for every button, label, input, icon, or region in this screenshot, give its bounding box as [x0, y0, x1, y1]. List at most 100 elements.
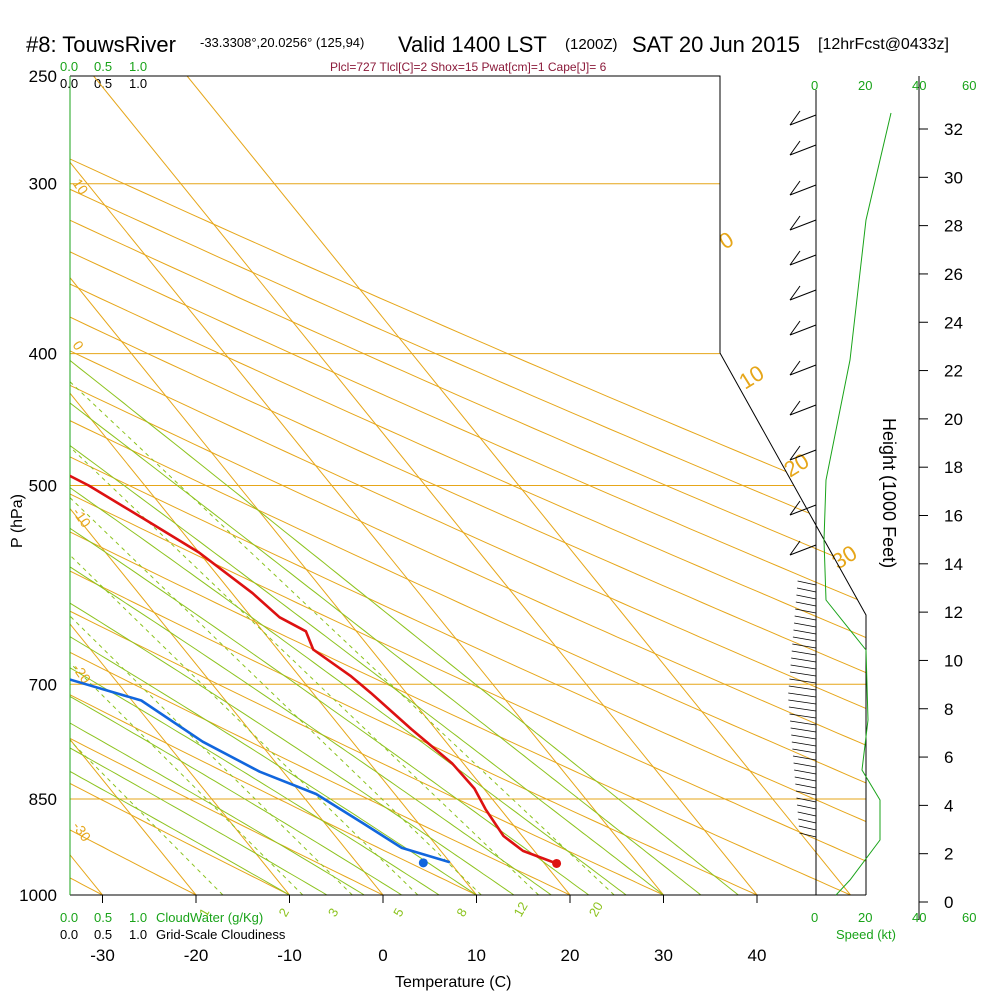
- wind-barb-low: [796, 797, 817, 803]
- cloudwater-scale-1-bottom: 0.5: [94, 910, 112, 925]
- wind-barb-low: [791, 650, 817, 656]
- plot-frame: [69, 75, 867, 896]
- wind-barb-low: [790, 720, 817, 726]
- moist-adiabat: [70, 76, 440, 895]
- temperature-line: [70, 474, 558, 865]
- wind-barb-low: [798, 818, 817, 824]
- height-tick-label: 26: [944, 265, 963, 284]
- wind-barb-low: [789, 713, 817, 719]
- dry-adiabat: [70, 76, 866, 895]
- wind-barb: [789, 140, 817, 156]
- mixing-ratio-label: 2: [275, 905, 292, 919]
- height-tick-label: 0: [944, 893, 953, 912]
- x-tick-label: -10: [277, 946, 302, 965]
- dry-adiabat: [70, 76, 866, 895]
- wind-barb-flag: [789, 360, 801, 376]
- x-tick-label: 30: [654, 946, 673, 965]
- wind-barb-low: [789, 678, 817, 684]
- height-tick-label: 16: [944, 507, 963, 526]
- indices-line: Plcl=727 Tlcl[C]=2 Shox=15 Pwat[cm]=1 Ca…: [330, 60, 607, 74]
- cloudwater-scale-2-bottom: 1.0: [129, 910, 147, 925]
- surface-dewpoint-dot: [418, 858, 428, 868]
- valid-time: Valid 1400 LST: [398, 32, 547, 57]
- mixing-ratio-line: [70, 353, 482, 895]
- wind-barb: [789, 320, 817, 336]
- wind-barb-flag: [789, 320, 801, 336]
- dry-adiabat: [70, 76, 477, 895]
- wind-barb-low: [798, 825, 817, 831]
- cloudiness-scale-0-top: 0.0: [60, 76, 78, 91]
- dry-adiabat: [0, 76, 9, 895]
- wind-barb-low: [789, 671, 817, 677]
- mixing-ratio-label: 3: [325, 905, 342, 919]
- wind-barb-low: [793, 629, 817, 635]
- wind-barb-shaft: [789, 364, 817, 376]
- x-axis-label: Temperature (C): [395, 974, 511, 991]
- station-coords: -33.3308°,20.0256° (125,94): [200, 35, 364, 50]
- height-tick-label: 6: [944, 748, 953, 767]
- adiabat-label: 0: [714, 227, 738, 255]
- pressure-tick-label: 850: [29, 790, 57, 809]
- isotherm-label: 0: [70, 338, 88, 354]
- dry-adiabat: [70, 76, 571, 895]
- wind-barb-shaft: [789, 114, 817, 126]
- wind-barb: [789, 285, 817, 301]
- isotherm: [186, 76, 851, 895]
- dry-adiabat: [70, 76, 758, 895]
- sounding-series: [70, 474, 562, 868]
- wind-barb-flag: [789, 540, 801, 556]
- wind-barb-shaft: [789, 144, 817, 156]
- wind-barb-low: [792, 755, 817, 761]
- wind-barb-low: [790, 664, 817, 670]
- wind-barb: [789, 110, 817, 126]
- wind-barb: [789, 445, 817, 461]
- wind-barb-low: [797, 804, 817, 810]
- wind-barb-low: [788, 699, 817, 705]
- utc-time: (1200Z): [565, 36, 618, 53]
- isotherm: [70, 76, 384, 895]
- wind-barb-flag: [789, 400, 801, 416]
- height-tick-label: 4: [944, 796, 953, 815]
- wind-barb-low: [788, 685, 817, 691]
- mixing-ratio-label: 8: [453, 905, 470, 919]
- wind-barb-low: [791, 741, 817, 747]
- wind-barb-flag: [789, 285, 801, 301]
- moist-adiabat: [70, 76, 589, 895]
- cloudiness-scale-2-top: 1.0: [129, 76, 147, 91]
- wind-barb: [789, 540, 817, 556]
- wind-barb-low: [795, 790, 817, 796]
- cloudwater-label: CloudWater (g/Kg): [156, 910, 263, 925]
- mixing-ratio-line: [70, 353, 419, 895]
- cloudiness-label: Grid-Scale Cloudiness: [156, 927, 286, 942]
- cloudwater-scale-2-top: 1.0: [129, 59, 147, 74]
- wind-barb-low: [795, 601, 817, 607]
- isotherm-label: -10: [70, 505, 95, 531]
- isotherm: [70, 76, 664, 895]
- dry-adiabat: [70, 76, 866, 895]
- wind-barb-flag: [789, 500, 801, 516]
- cloudiness-scale-1-top: 0.5: [94, 76, 112, 91]
- dry-adiabat: [70, 76, 290, 895]
- wind-barb-low: [788, 692, 817, 698]
- speed-scale-60-bottom: 60: [962, 910, 976, 925]
- dry-adiabat: [70, 76, 866, 895]
- date-label: SAT 20 Jun 2015: [632, 32, 800, 57]
- isotherm: [93, 76, 758, 895]
- height-tick-label: 28: [944, 217, 963, 236]
- wind-barb-shaft: [789, 184, 817, 196]
- wind-barb-low: [791, 734, 817, 740]
- moist-adiabat: [70, 76, 515, 895]
- plot-outline: [70, 75, 867, 895]
- wind-barb-low: [795, 608, 817, 614]
- mixing-ratio-line: [70, 353, 539, 895]
- wind-barb-shaft: [789, 449, 817, 461]
- height-tick-label: 10: [944, 651, 963, 670]
- cloudiness-scale-1-bottom: 0.5: [94, 927, 112, 942]
- x-tick-label: 10: [467, 946, 486, 965]
- x-tick-label: 0: [378, 946, 387, 965]
- dewpoint-line: [70, 678, 451, 864]
- height-tick-label: 20: [944, 410, 963, 429]
- wind-barb-low: [792, 636, 817, 642]
